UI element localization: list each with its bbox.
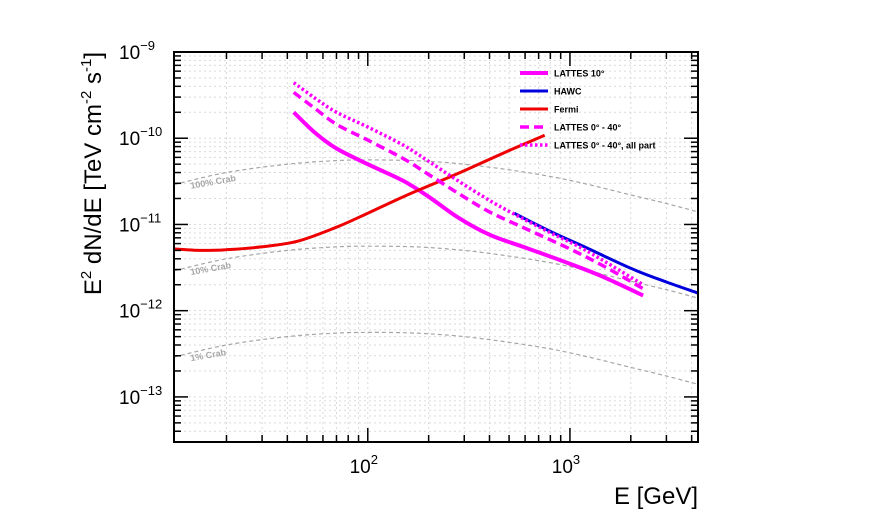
crab-curve-1: [174, 159, 698, 213]
axis-ticks: [174, 52, 698, 443]
legend-label: LATTES 0° - 40°, all part: [554, 141, 656, 151]
legend-label: LATTES 0° - 40°: [554, 123, 621, 133]
y-axis-title: E2 dN/dE [TeV cm-2 s-1]: [78, 52, 107, 295]
plot-frame: [173, 51, 699, 443]
legend-label: Fermi: [554, 105, 579, 115]
legend-label: LATTES 10°: [554, 69, 605, 79]
series-line-4: [292, 91, 644, 291]
series-line-2: [513, 211, 698, 295]
series-line-5: [292, 81, 644, 287]
series-line-1: [292, 110, 644, 298]
x-axis-title: E [GeV]: [614, 483, 698, 510]
data-series: [174, 81, 698, 298]
legend-label: HAWC: [554, 87, 582, 97]
legend: LATTES 10° HAWC Fermi LATTES 0° - 40° LATTES…: [520, 69, 656, 151]
crab-curve-3: [174, 331, 698, 385]
series-line-3: [174, 133, 546, 252]
